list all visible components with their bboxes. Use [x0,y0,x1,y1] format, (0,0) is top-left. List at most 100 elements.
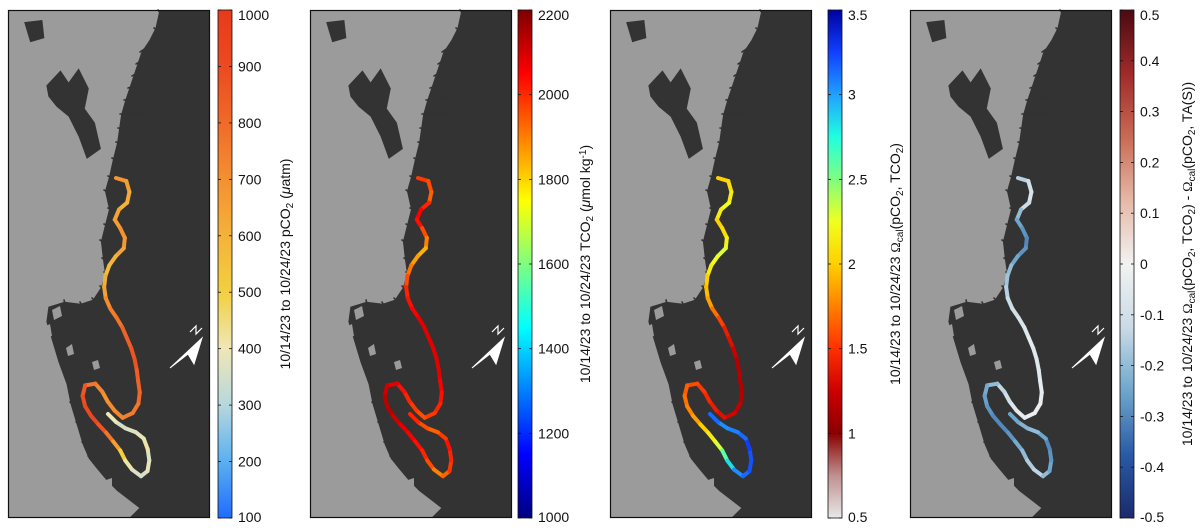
fjord-inlet [87,455,107,463]
colorbar-tick-label: 1800 [538,171,569,187]
fjord-inlet [413,157,449,183]
fjord-inlet [79,301,101,349]
colorbar-tick-label: 0 [1140,256,1148,272]
colorbar-tick-label: 1 [848,425,856,441]
fjord-inlet [417,141,455,167]
fjord-inlet [981,301,1003,349]
fjord-inlet [117,127,159,143]
island [52,306,62,320]
colorbar-tick-label: 2 [848,256,856,272]
fjord-inlet [103,271,149,307]
map-diff [909,9,1113,519]
fjord-inlet [429,69,473,89]
fjord-inlet [103,223,149,251]
ship-track [80,176,152,479]
fjord-inlet [681,301,703,349]
fjord-inlet [377,421,395,435]
fjord-inlet [677,421,695,435]
fjord-inlet [135,31,185,65]
fjord-inlet [455,27,501,43]
fjord-inlet [383,441,403,451]
island [354,306,364,320]
colorbar-tick-label: 2200 [538,7,569,23]
fjord-inlet [91,297,125,341]
fjord-inlet [683,441,703,451]
fjord-inlet [733,51,781,77]
fjord-inlet [1025,95,1079,103]
fjord-inlet [1001,285,1045,329]
fjord-inlet [741,33,769,53]
fjord-inlet [153,27,199,43]
island [394,360,402,370]
map-frame [7,9,211,519]
fjord-inlet [459,9,489,30]
island [368,344,376,356]
fjord-inlet [1055,27,1101,43]
panel-tco2: 2200 2000 1800 1600 1400 1200 1000 10/14/23 to … [309,7,596,525]
fjord-inlet [119,113,169,123]
panel-pco2: 1000 900 800 700 600 500 400 300 200 100 10/14/23 … [7,7,296,525]
island [344,324,354,338]
map-tco2 [309,9,513,519]
fjord-inlet [705,271,751,307]
fjord-inlet [437,31,487,65]
colorbar-tick-label: 1.5 [848,341,868,357]
fjord-inlet [665,299,673,323]
colorbar-tick-label: 700 [238,171,262,187]
fjord-inlet [705,223,751,251]
track-segment [106,412,118,424]
fjord-inlet [1033,51,1081,77]
north-letter-icon [491,324,505,336]
fjord-inlet [1021,113,1071,123]
fjord-inlet [63,299,71,323]
island [644,324,654,338]
colorbar-tick-label: 600 [238,228,262,244]
fjord-inlet [405,223,451,251]
colorbar-tick-label: 0.5 [1140,7,1160,23]
island [994,360,1002,370]
colorbar-pco2: 1000 900 800 700 600 500 400 300 200 100 10/14/23 … [217,7,296,525]
colorbar-tick-label: 0.5 [848,509,868,525]
map-omega [609,9,813,519]
fjord-inlet [983,441,1003,451]
colorbar-tick-label: 3.5 [848,7,868,23]
fjord-inlet [965,299,973,323]
colorbar-title: 10/14/23 to 10/24/23 Ωcal(pCO2, TCO2) [887,143,906,385]
colorbar-tick-label: 0.3 [1140,104,1160,120]
fjord-inlet [721,113,771,123]
fjord-inlet [1019,127,1061,143]
colorbar-tick-label: 400 [238,341,262,357]
fjord-inlet [425,95,479,103]
map-pco2 [7,9,211,519]
colorbar-tick-label: 2000 [538,87,569,103]
fjord-inlet [127,69,171,89]
fjord-inlet [99,239,145,269]
island [1008,478,1014,486]
island [42,324,52,338]
fjord-inlet [99,285,143,329]
island [694,360,702,370]
fjord-inlet [441,33,469,53]
north-arrow-icon [771,324,806,369]
fjord-inlet [405,189,451,217]
ship-track [982,176,1054,479]
map-frame [309,9,513,519]
track-segment [1008,412,1020,424]
colorbar-title: 10/14/23 to 10/24/23 Ωcal(pCO2, TCO2) - … [1179,82,1198,446]
north-letter-icon [189,324,203,336]
fjord-inlet [1005,271,1051,307]
colorbar-tick-label: 300 [238,397,262,413]
colorbar-tick-label: -0.4 [1140,459,1164,475]
island [954,306,964,320]
fjord-inlet [713,157,749,183]
colorbar-tick-label: -0.5 [1140,509,1164,525]
colorbar-tick-label: 1400 [538,341,569,357]
colorbar-tick-label: -0.1 [1140,307,1164,323]
colorbar-diff: 0.5 0.4 0.3 0.2 0.1 0 -0.1 -0.2 -0.3 -0.4 -0.5 10/1… [1119,7,1198,525]
fjord-inlet [1037,31,1087,65]
fjord-inlet [405,271,451,307]
island [92,360,100,370]
fjord-inlet [157,9,187,30]
fjord-inlet [705,189,751,217]
